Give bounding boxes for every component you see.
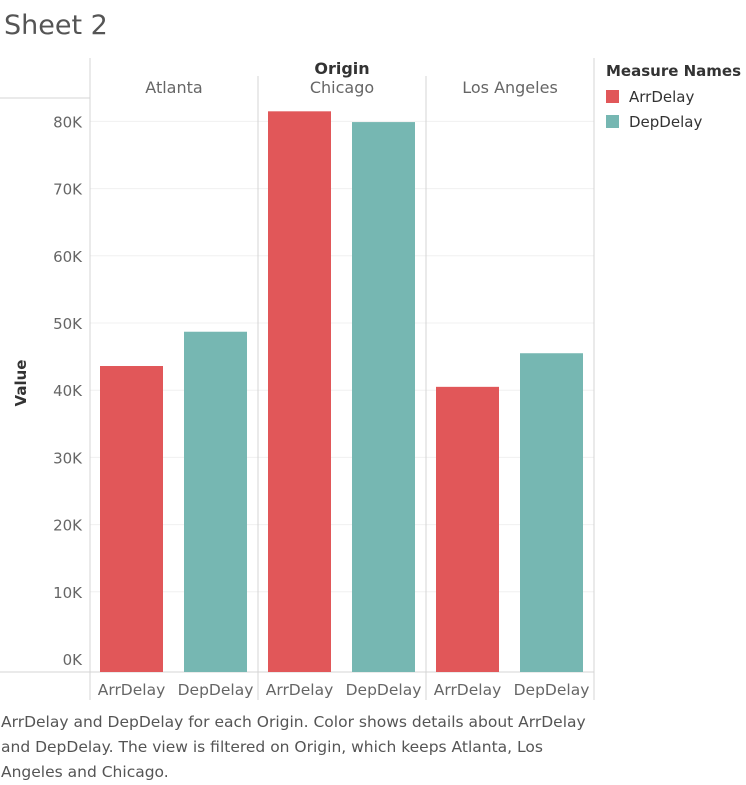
y-tick-label: 30K [53,449,83,467]
y-tick-label: 20K [53,517,83,535]
legend-item-depdelay[interactable]: DepDelay [606,109,741,134]
y-tick-label: 50K [53,315,83,333]
sheet-title: Sheet 2 [4,10,108,41]
x-tick-label: ArrDelay [266,681,334,699]
column-header-origin: Origin [314,59,369,78]
y-tick-label: 10K [53,584,83,602]
bar-depdelay [184,331,247,672]
y-tick-label: 60K [53,248,83,266]
legend: Measure Names ArrDelay DepDelay [606,62,741,134]
legend-swatch-arrdelay [606,90,619,103]
legend-swatch-depdelay [606,115,619,128]
x-tick-label: ArrDelay [434,681,502,699]
bar-arrdelay [268,111,331,672]
legend-label-depdelay: DepDelay [629,112,703,131]
bar-chart: 0K 10K 20K 30K 40K 50K 60K 70K 80K Origin Atlanta A… [0,58,595,700]
bar-depdelay [520,353,583,672]
y-tick-label: 70K [53,181,83,199]
bar-depdelay [352,122,415,672]
x-tick-label: DepDelay [346,681,422,699]
chart-caption: ArrDelay and DepDelay for each Origin. C… [1,713,586,781]
legend-label-arrdelay: ArrDelay [629,87,695,106]
bar-arrdelay [436,386,499,672]
y-tick-label: 80K [53,113,83,131]
y-tick-label: 0K [63,651,84,669]
legend-item-arrdelay[interactable]: ArrDelay [606,84,741,109]
x-tick-label: DepDelay [514,681,590,699]
legend-title: Measure Names [606,62,742,80]
y-axis-label: Value [12,360,30,407]
panel-header-label: Atlanta [145,78,202,97]
x-tick-label: DepDelay [178,681,254,699]
panel-header-label: Los Angeles [462,78,558,97]
y-tick-label: 40K [53,382,83,400]
x-tick-label: ArrDelay [98,681,166,699]
panel-header-label: Chicago [310,78,374,97]
bar-arrdelay [100,366,163,672]
